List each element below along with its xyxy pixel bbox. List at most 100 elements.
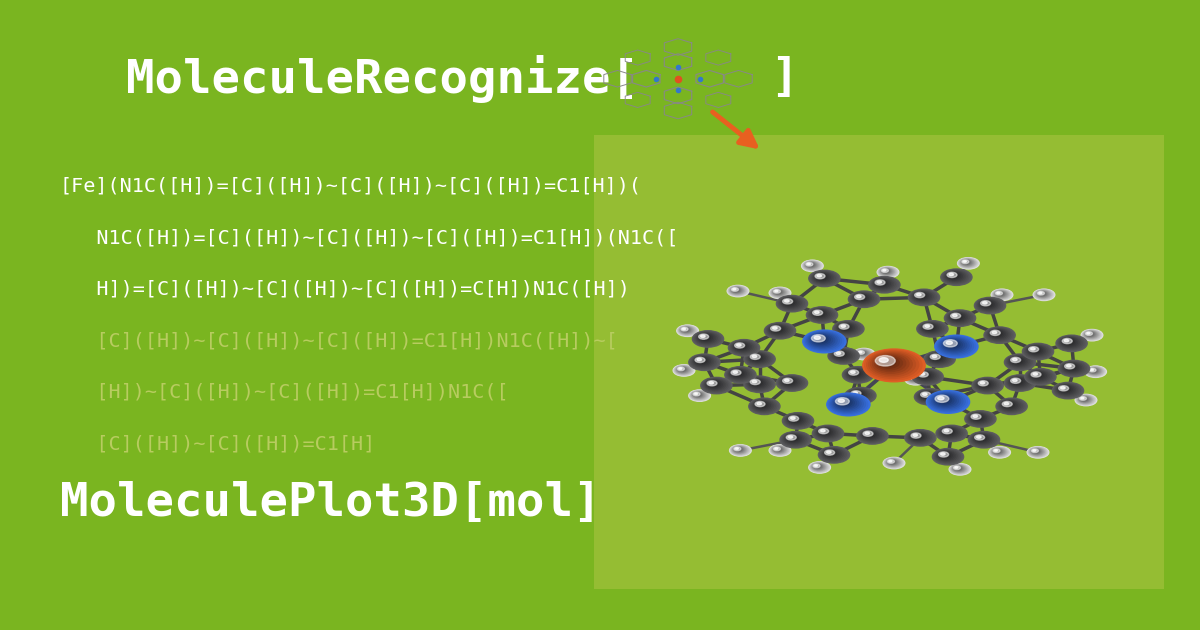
Circle shape <box>1061 387 1066 389</box>
Circle shape <box>991 331 1002 336</box>
Circle shape <box>875 280 886 285</box>
Circle shape <box>773 289 785 295</box>
Circle shape <box>811 463 826 471</box>
Circle shape <box>942 339 967 352</box>
Circle shape <box>728 369 750 380</box>
Circle shape <box>977 436 982 438</box>
Circle shape <box>851 391 862 396</box>
Circle shape <box>754 381 758 384</box>
Circle shape <box>858 351 864 354</box>
Circle shape <box>746 377 772 391</box>
Circle shape <box>917 371 935 381</box>
Circle shape <box>815 465 817 466</box>
Circle shape <box>884 458 902 467</box>
Circle shape <box>912 433 925 440</box>
Circle shape <box>1087 333 1094 336</box>
Circle shape <box>910 376 916 379</box>
Circle shape <box>841 401 845 403</box>
Circle shape <box>750 354 761 360</box>
Circle shape <box>1006 355 1034 370</box>
Circle shape <box>906 374 925 384</box>
Circle shape <box>734 447 740 450</box>
Circle shape <box>990 330 1006 338</box>
Circle shape <box>972 415 983 420</box>
Circle shape <box>814 464 822 469</box>
Circle shape <box>1027 447 1049 458</box>
Circle shape <box>806 263 812 266</box>
Circle shape <box>923 393 928 396</box>
Circle shape <box>973 415 982 420</box>
Circle shape <box>817 428 835 437</box>
Circle shape <box>816 466 820 467</box>
Circle shape <box>911 377 917 380</box>
Circle shape <box>930 354 941 360</box>
Circle shape <box>943 340 958 347</box>
Circle shape <box>880 358 888 362</box>
Circle shape <box>817 312 820 314</box>
Circle shape <box>1003 402 1016 409</box>
Circle shape <box>782 413 814 429</box>
Circle shape <box>1015 381 1018 382</box>
Circle shape <box>702 336 707 338</box>
Circle shape <box>1030 448 1045 456</box>
Circle shape <box>883 270 886 271</box>
Circle shape <box>1040 293 1043 294</box>
Circle shape <box>988 329 1009 340</box>
Circle shape <box>676 366 690 374</box>
Circle shape <box>810 271 839 286</box>
Circle shape <box>1088 333 1092 335</box>
Circle shape <box>808 263 815 267</box>
Circle shape <box>816 274 829 281</box>
Circle shape <box>1058 336 1082 349</box>
Circle shape <box>946 341 953 345</box>
Circle shape <box>926 352 952 365</box>
Circle shape <box>1064 340 1069 342</box>
Circle shape <box>1092 370 1094 371</box>
Circle shape <box>845 368 870 381</box>
Circle shape <box>737 344 745 348</box>
Circle shape <box>814 273 832 282</box>
Circle shape <box>707 381 718 386</box>
Circle shape <box>680 327 691 333</box>
Circle shape <box>937 396 952 404</box>
Circle shape <box>938 397 949 403</box>
Circle shape <box>946 272 964 281</box>
Circle shape <box>692 356 714 367</box>
Circle shape <box>846 388 875 403</box>
Circle shape <box>707 381 722 389</box>
Circle shape <box>751 399 775 412</box>
Circle shape <box>934 449 962 464</box>
Circle shape <box>751 380 764 387</box>
Circle shape <box>1079 396 1091 403</box>
Circle shape <box>732 370 745 377</box>
Circle shape <box>1085 331 1097 338</box>
Circle shape <box>823 431 826 432</box>
Circle shape <box>863 431 874 437</box>
Circle shape <box>809 264 812 266</box>
Circle shape <box>811 272 835 284</box>
Circle shape <box>875 355 895 366</box>
Circle shape <box>952 314 965 321</box>
Circle shape <box>923 393 931 398</box>
Circle shape <box>1033 450 1036 451</box>
Circle shape <box>907 375 922 382</box>
Circle shape <box>1055 384 1079 396</box>
Circle shape <box>775 290 778 292</box>
Circle shape <box>769 287 791 299</box>
Circle shape <box>815 311 823 316</box>
Circle shape <box>836 323 858 334</box>
Circle shape <box>677 367 689 373</box>
Circle shape <box>745 352 774 367</box>
Circle shape <box>943 340 965 351</box>
Circle shape <box>1004 354 1036 370</box>
Circle shape <box>852 391 865 398</box>
Circle shape <box>808 307 836 323</box>
Circle shape <box>1004 403 1013 407</box>
Circle shape <box>786 415 808 426</box>
Circle shape <box>958 258 979 269</box>
Circle shape <box>773 289 784 295</box>
Circle shape <box>1086 367 1104 376</box>
Circle shape <box>1010 378 1021 384</box>
Circle shape <box>1061 362 1085 374</box>
Circle shape <box>1063 339 1076 346</box>
